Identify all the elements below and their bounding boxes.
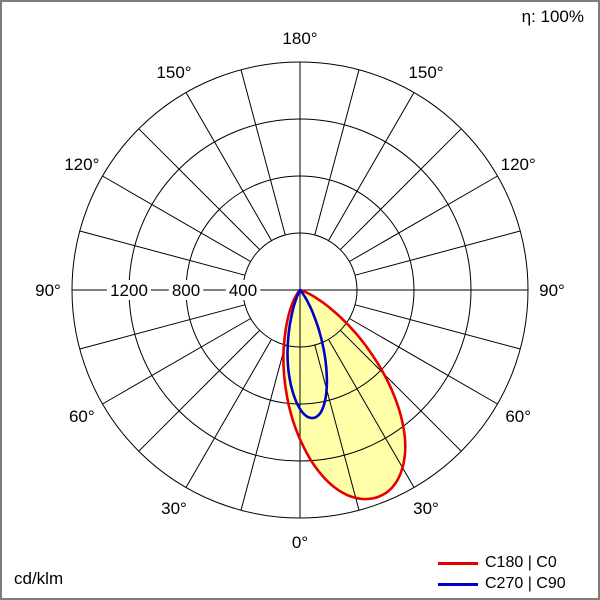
curve-c270-c90 [286,288,329,420]
svg-text:90°: 90° [539,281,565,300]
legend: C180 | C0 C270 | C90 [438,554,588,593]
svg-text:30°: 30° [413,499,439,518]
unit-label: cd/klm [14,569,64,588]
svg-text:400: 400 [229,281,257,300]
legend-label-c90: C270 | C90 [485,575,566,592]
legend-line-red-icon [438,561,478,565]
legend-line-blue-icon [438,582,478,586]
svg-text:60°: 60° [69,407,95,426]
svg-text:1200: 1200 [110,281,148,300]
svg-text:180°: 180° [282,29,317,48]
svg-text:120°: 120° [64,155,99,174]
svg-text:150°: 150° [156,63,191,82]
efficiency-label: η: 100% [521,7,584,26]
legend-label-c0: C180 | C0 [485,554,557,571]
svg-text:800: 800 [172,281,200,300]
series-curves [282,288,407,501]
svg-text:30°: 30° [161,499,187,518]
svg-text:120°: 120° [501,155,536,174]
svg-text:90°: 90° [35,281,61,300]
svg-text:0°: 0° [292,533,308,552]
svg-text:60°: 60° [505,407,531,426]
legend-item-c0: C180 | C0 [438,554,588,572]
axis-labels: 1200 800 400 0° 30° 30° 60° 60° 90° 90° 120° 120° 15… [35,29,565,552]
legend-item-c90: C270 | C90 [438,575,588,593]
polar-grid [71,61,529,519]
curve-c180-c0 [282,288,407,501]
svg-text:150°: 150° [408,63,443,82]
